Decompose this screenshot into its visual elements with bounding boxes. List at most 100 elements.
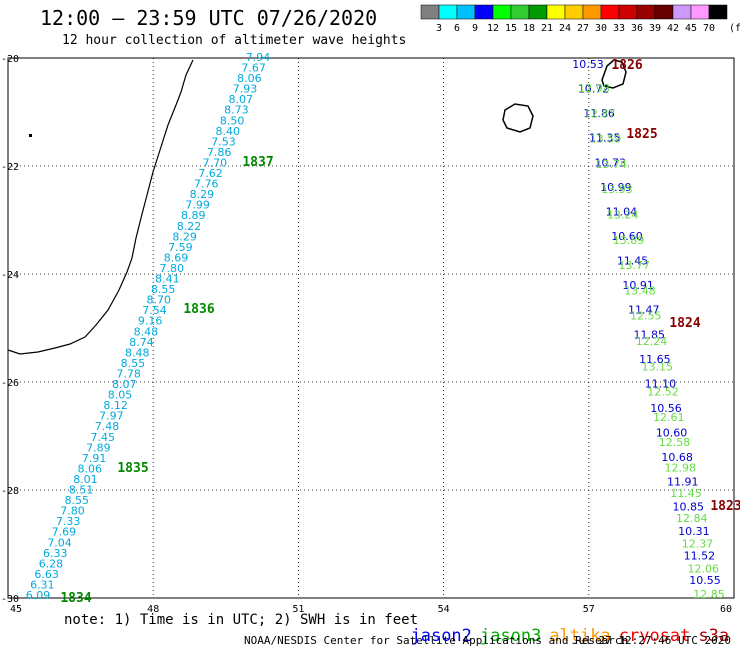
- swh-label-jason3: 8.01: [73, 473, 98, 486]
- swh-label-jason3: 6.31: [30, 578, 55, 591]
- swh-label-jason3: 7.97: [99, 410, 124, 423]
- swh-label-jason3: 8.07: [112, 378, 137, 391]
- islet: [29, 134, 32, 137]
- swh-label-jason2: 13.59: [590, 133, 622, 146]
- axis-tick-labels: 45 48 51 54 57 60 -20 -22 -24 -26 -28 -30: [1, 54, 732, 615]
- swh-label-jason3: 7.04: [47, 536, 72, 549]
- swh-label-jason2: 13.74: [596, 158, 628, 171]
- swh-label-jason3: 7.69: [52, 526, 77, 539]
- colorbar-swatch: [690, 4, 710, 20]
- map-border: [7, 57, 735, 599]
- colorbar-swatch: [456, 4, 476, 20]
- colorbar-tick: 21: [541, 23, 553, 34]
- swh-label-jason3: 8.70: [147, 294, 172, 307]
- swh-label-jason3: 8.69: [164, 251, 189, 264]
- swh-label-jason3: 7.62: [198, 167, 223, 180]
- swh-label-jason3: 8.29: [172, 230, 197, 243]
- reunion-island: [502, 103, 534, 133]
- swh-label-jason2: 12.06: [688, 563, 720, 576]
- swh-label-jason2: 12.55: [630, 310, 662, 323]
- lon-tick-label: 51: [292, 604, 304, 615]
- lat-lon-grid: [8, 58, 734, 598]
- swh-label-altika: 11.86: [583, 107, 615, 120]
- colorbar-tick: 24: [559, 23, 571, 34]
- swh-label-jason3: 8.73: [224, 104, 249, 117]
- colorbar-swatch: [636, 4, 656, 20]
- lat-tick-label: -22: [1, 162, 19, 173]
- swh-label-altika: 11.65: [639, 353, 671, 366]
- colorbar-swatch: [708, 4, 728, 20]
- colorbar-swatch: [546, 4, 566, 20]
- colorbar-tick: 27: [577, 23, 589, 34]
- madagascar-coast: [7, 59, 194, 355]
- swh-label-jason3: 8.06: [237, 72, 262, 85]
- pass-time-labels: 1837 1836 1835 1834 1826 1825 1824 1823: [60, 58, 740, 606]
- swh-label-jason3: 6.28: [39, 557, 64, 570]
- map-subtitle: 12 hour collection of altimeter wave hei…: [62, 33, 407, 48]
- swh-label-jason3: 7.80: [60, 505, 85, 518]
- lon-tick-label: 45: [10, 604, 22, 615]
- legend-altika: altika: [549, 626, 611, 646]
- swh-label-jason3: 7.33: [56, 515, 81, 528]
- lon-tick-label: 54: [438, 604, 450, 615]
- swh-label-jason3: 6.09: [26, 589, 51, 602]
- colorbar-tick: 15: [505, 23, 517, 34]
- swh-label-jason3: 8.22: [177, 220, 202, 233]
- colorbar-tick: 18: [523, 23, 535, 34]
- swh-label-jason3: 7.80: [159, 262, 184, 275]
- swh-label-altika: 10.60: [656, 427, 688, 440]
- colorbar-swatch: [564, 4, 584, 20]
- lon-tick-label: 57: [583, 604, 595, 615]
- swh-label-jason3: 7.76: [194, 178, 219, 191]
- swh-label-jason3: 8.51: [69, 484, 94, 497]
- lat-tick-label: -24: [1, 270, 19, 281]
- swh-label-jason2: 12.37: [682, 537, 714, 550]
- swh-label-jason2: 13.15: [642, 360, 674, 373]
- lat-tick-label: -28: [1, 486, 19, 497]
- colorbar-tick: 30: [595, 23, 607, 34]
- lat-tick-label: -20: [1, 54, 19, 65]
- swh-label-jason3: 7.59: [168, 241, 193, 254]
- colorbar-swatch: [528, 4, 548, 20]
- mauritius-island: [601, 59, 627, 89]
- swh-label-jason3: 7.70: [203, 156, 228, 169]
- swh-label-jason3: 7.45: [90, 431, 115, 444]
- swh-label-jason2: 12.24: [636, 335, 668, 348]
- swh-label-jason3: 8.05: [108, 389, 133, 402]
- swh-label-altika: 11.85: [634, 328, 666, 341]
- colorbar-swatch: [438, 4, 458, 20]
- map-note: note: 1) Time is in UTC; 2) SWH is in fe…: [64, 612, 419, 628]
- colorbar-swatch: [582, 4, 602, 20]
- legend-jason2: jason2: [410, 626, 472, 646]
- swh-label-jason2: 13.89: [613, 234, 645, 247]
- pass-time-label: 1824: [669, 316, 700, 331]
- legend-cryosat: cryosat: [618, 626, 691, 646]
- swh-label-altika: 10.91: [622, 279, 654, 292]
- swh-label-jason3: 7.89: [86, 441, 111, 454]
- swh-label-altika: 10.72: [578, 83, 610, 96]
- swh-label-jason3: 8.74: [129, 336, 154, 349]
- pass-time-label: 1826: [611, 58, 642, 73]
- colorbar-tick: 39: [649, 23, 661, 34]
- swh-label-jason3: 6.63: [34, 568, 59, 581]
- swh-label-altika: 10.55: [689, 574, 721, 587]
- swh-label-altika: 10.85: [673, 500, 705, 513]
- swh-label-jason3: 7.91: [82, 452, 107, 465]
- swh-label-jason3: 8.40: [216, 125, 241, 138]
- swh-label-jason3: 8.55: [121, 357, 146, 370]
- colorbar-swatch: [600, 4, 620, 20]
- swh-label-jason3: 7.78: [116, 367, 141, 380]
- colorbar-swatch: [654, 4, 674, 20]
- swh-label-jason2: 12.52: [647, 386, 679, 399]
- colorbar-swatch: [474, 4, 494, 20]
- swh-label-jason2: 12.98: [665, 462, 697, 475]
- colorbar-tick: 6: [454, 23, 460, 34]
- swh-label-altika: 10.99: [600, 181, 632, 194]
- lon-tick-label: 48: [147, 604, 159, 615]
- swh-label-altika: 10.73: [595, 156, 627, 169]
- swh-label-jason3: 8.48: [134, 325, 159, 338]
- swh-label-jason3: 7.99: [185, 199, 210, 212]
- swh-label-jason2: 12.58: [659, 436, 691, 449]
